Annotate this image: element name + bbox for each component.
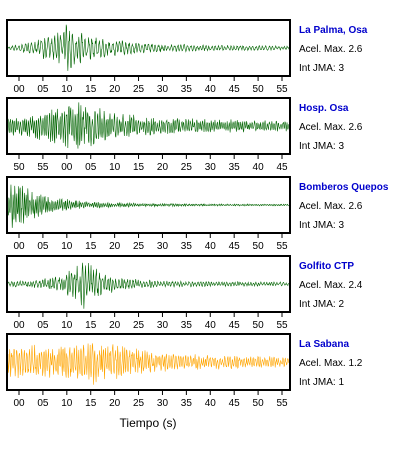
tick-label: 15 [85, 398, 97, 409]
tick-label: 20 [157, 162, 169, 173]
max-acceleration-label: Acel. Max. 2.6 [299, 201, 363, 212]
panel-3: 00 05 10 15 20 25 30 35 40 45 50 55 Bomberos Quepos A… [6, 176, 389, 252]
tick-label: 20 [109, 241, 121, 252]
panel-4: 00 05 10 15 20 25 30 35 40 45 50 55 Golfito CTP Acel.… [6, 255, 363, 331]
tick-label: 20 [109, 320, 121, 331]
tick-label: 30 [157, 241, 169, 252]
tick-label: 35 [181, 320, 193, 331]
tick-label: 30 [205, 162, 217, 173]
tick-label: 10 [61, 398, 73, 409]
tick-label: 35 [181, 398, 193, 409]
jma-intensity-label: Int JMA: 2 [299, 299, 344, 310]
waveform-trace [8, 343, 289, 385]
tick-label: 30 [157, 84, 169, 95]
tick-label: 25 [133, 398, 145, 409]
tick-label: 15 [85, 320, 97, 331]
tick-label: 45 [229, 320, 241, 331]
panel-frame [6, 97, 291, 155]
tick-label: 00 [13, 320, 25, 331]
waveform-trace [8, 102, 289, 149]
tick-label: 20 [109, 398, 121, 409]
max-acceleration-label: Acel. Max. 2.6 [299, 44, 363, 55]
tick-label: 50 [253, 241, 265, 252]
tick-label: 10 [61, 320, 73, 331]
max-acceleration-label: Acel. Max. 2.4 [299, 280, 363, 291]
waveform-trace [8, 184, 289, 228]
tick-label: 35 [181, 84, 193, 95]
tick-label: 25 [133, 320, 145, 331]
tick-label: 40 [253, 162, 265, 173]
tick-label: 30 [157, 398, 169, 409]
tick-label: 45 [229, 398, 241, 409]
tick-label: 40 [205, 320, 217, 331]
tick-label: 25 [181, 162, 193, 173]
panel-frame [6, 19, 291, 77]
tick-label: 00 [13, 241, 25, 252]
tick-label: 00 [61, 162, 73, 173]
tick-label: 10 [61, 241, 73, 252]
jma-intensity-label: Int JMA: 3 [299, 141, 344, 152]
tick-label: 00 [13, 398, 25, 409]
tick-label: 25 [133, 241, 145, 252]
tick-label: 50 [253, 320, 265, 331]
tick-label: 25 [133, 84, 145, 95]
tick-label: 50 [13, 162, 25, 173]
tick-label: 20 [109, 84, 121, 95]
station-name: La Sabana [299, 339, 349, 350]
tick-label: 10 [61, 84, 73, 95]
tick-label: 05 [85, 162, 97, 173]
station-name: La Palma, Osa [299, 25, 368, 36]
tick-label: 55 [37, 162, 49, 173]
tick-label: 50 [253, 84, 265, 95]
panel-frame [6, 255, 291, 313]
x-axis-label: Tiempo (s) [120, 416, 177, 430]
tick-label: 10 [109, 162, 121, 173]
tick-label: 15 [85, 241, 97, 252]
tick-label: 00 [13, 84, 25, 95]
panel-5: 00 05 10 15 20 25 30 35 40 45 50 55 La Sabana Acel. M… [6, 333, 363, 409]
tick-label: 15 [85, 84, 97, 95]
tick-label: 45 [229, 84, 241, 95]
tick-label: 55 [276, 320, 288, 331]
jma-intensity-label: Int JMA: 3 [299, 63, 344, 74]
tick-label: 05 [37, 241, 49, 252]
waveform-trace [8, 262, 289, 309]
tick-label: 55 [276, 241, 288, 252]
tick-label: 40 [205, 398, 217, 409]
tick-label: 40 [205, 84, 217, 95]
tick-label: 35 [229, 162, 241, 173]
panel-2: 50 55 00 05 10 15 20 25 30 35 40 45 Hosp. Osa Acel. M… [6, 97, 363, 173]
jma-intensity-label: Int JMA: 3 [299, 220, 344, 231]
station-name: Golfito CTP [299, 261, 354, 272]
tick-label: 45 [229, 241, 241, 252]
station-name: Bomberos Quepos [299, 182, 389, 193]
tick-label: 40 [205, 241, 217, 252]
tick-label: 05 [37, 320, 49, 331]
station-name: Hosp. Osa [299, 103, 349, 114]
panel-frame [6, 333, 291, 391]
tick-label: 15 [133, 162, 145, 173]
panel-1: 00 05 10 15 20 25 30 35 40 45 50 55 La Palma, Osa Ace… [6, 19, 368, 95]
tick-label: 05 [37, 398, 49, 409]
tick-label: 30 [157, 320, 169, 331]
max-acceleration-label: Acel. Max. 1.2 [299, 358, 363, 369]
waveform-trace [8, 24, 289, 71]
tick-label: 55 [276, 398, 288, 409]
jma-intensity-label: Int JMA: 1 [299, 377, 344, 388]
tick-label: 55 [276, 84, 288, 95]
max-acceleration-label: Acel. Max. 2.6 [299, 122, 363, 133]
panel-frame [6, 176, 291, 234]
tick-label: 50 [253, 398, 265, 409]
tick-label: 35 [181, 241, 193, 252]
tick-label: 05 [37, 84, 49, 95]
tick-label: 45 [276, 162, 288, 173]
